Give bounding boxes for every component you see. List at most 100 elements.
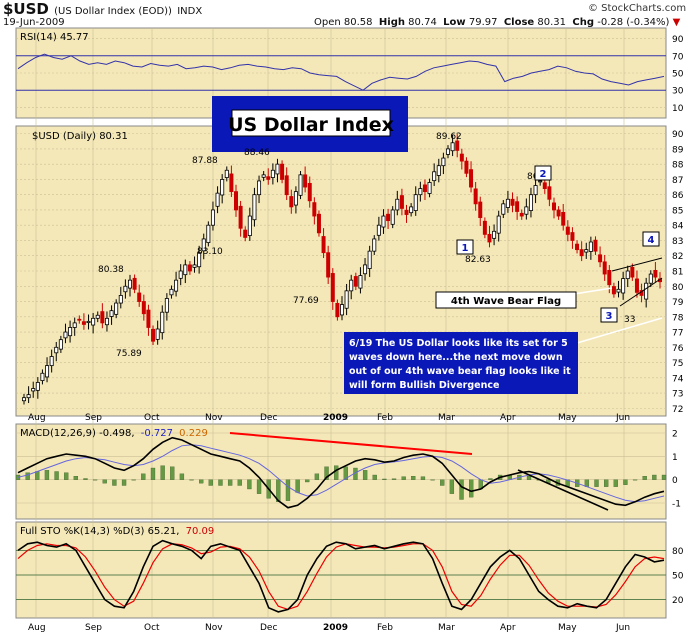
- macd-histogram-bar: [121, 479, 127, 486]
- candle-body: [252, 194, 257, 221]
- open-label: Open: [314, 17, 341, 28]
- comment-line-2: waves down here...the next move down: [349, 352, 563, 363]
- candle-body: [404, 209, 409, 215]
- candle-body: [58, 339, 63, 350]
- x-tick-label: Mar: [438, 413, 455, 423]
- x-tick-label: 2009: [323, 623, 348, 633]
- macd-line: [17, 436, 665, 509]
- candle-body: [367, 250, 372, 269]
- candle-body: [109, 310, 114, 317]
- chart-title: US Dollar Index: [228, 114, 394, 136]
- candle-body: [584, 249, 589, 253]
- y-tick-label: 88: [672, 161, 684, 171]
- macd-histogram-bar: [35, 471, 40, 480]
- down-arrow-icon: ▼: [672, 17, 681, 28]
- candle-body: [187, 264, 192, 272]
- macd-histogram-bar: [83, 478, 88, 480]
- x-tick-label: Oct: [144, 623, 160, 633]
- macd-histogram-bar: [632, 479, 638, 481]
- candle-body: [155, 328, 160, 340]
- candle-body: [280, 163, 285, 180]
- x-tick-label: Aug: [28, 413, 46, 423]
- x-tick-label: Dec: [260, 413, 277, 423]
- y-tick-label: 86: [672, 191, 684, 201]
- macd-histogram-bar: [314, 473, 320, 480]
- candle-body: [321, 236, 326, 254]
- candle-body: [515, 201, 520, 212]
- candle-body: [588, 241, 593, 252]
- comment-box: [344, 332, 578, 394]
- macd-histogram-bar: [382, 478, 387, 480]
- y-tick-label: 0: [672, 476, 678, 486]
- candle-body: [492, 230, 497, 239]
- symbol: $USD: [3, 0, 49, 18]
- candle-body: [261, 174, 266, 178]
- macd-histogram-bar: [391, 478, 397, 480]
- candle-body: [450, 142, 455, 152]
- sto-panel: [15, 521, 667, 619]
- x-tick-label: Nov: [205, 623, 223, 633]
- macd-histogram-bar: [488, 478, 493, 480]
- candle-body: [100, 311, 105, 324]
- candle-body: [86, 320, 91, 323]
- candle-body: [413, 194, 418, 211]
- candle-body: [464, 160, 469, 174]
- candle-body: [556, 209, 561, 217]
- candle-body: [164, 298, 169, 313]
- candle-body: [247, 215, 252, 236]
- candle-body: [399, 195, 404, 209]
- macd-histogram-bar: [247, 479, 252, 490]
- candle-body: [137, 292, 142, 302]
- macd-histogram-bar: [526, 476, 532, 480]
- candle-body: [524, 206, 529, 215]
- wave-4-box: [642, 231, 660, 247]
- candle-body: [72, 322, 77, 328]
- macd-histogram-bar: [256, 479, 262, 494]
- x-tick-label: Feb: [377, 413, 393, 423]
- exchange: INDX: [177, 6, 203, 17]
- y-tick-label: 90: [672, 35, 684, 45]
- candle-body: [26, 394, 31, 399]
- candle-body: [146, 309, 151, 328]
- macd-histogram-bar: [362, 470, 368, 480]
- macd-histogram-bar: [623, 479, 628, 485]
- candle-body: [307, 182, 312, 202]
- y-tick-label: 85: [672, 206, 683, 216]
- y-tick-label: 30: [672, 87, 684, 97]
- candle-body: [303, 174, 308, 188]
- candle-body: [565, 226, 570, 235]
- flag-upper-line: [611, 257, 663, 272]
- candle-body: [602, 261, 607, 275]
- candle-body: [215, 192, 220, 207]
- x-tick-label: Sep: [85, 623, 102, 633]
- macd-histogram-bar: [295, 479, 300, 493]
- x-tick-label: 2009: [323, 413, 348, 423]
- candle-body: [210, 209, 215, 226]
- candle-body: [132, 277, 137, 290]
- candle-body: [542, 182, 547, 189]
- candle-body: [151, 328, 156, 342]
- macd-histogram-bar: [411, 476, 416, 480]
- macd-histogram-bar: [661, 474, 667, 480]
- candle-body: [436, 165, 441, 176]
- macd-histogram-bar: [102, 479, 107, 484]
- candle-body: [372, 238, 377, 252]
- candle-body: [233, 191, 238, 211]
- candle-body: [386, 213, 391, 222]
- candle-body: [418, 188, 423, 196]
- candle-body: [169, 288, 174, 296]
- candle-body: [238, 205, 243, 229]
- candle-body: [533, 185, 538, 196]
- macd-histogram-bar: [469, 479, 474, 498]
- candle-body: [174, 279, 179, 292]
- x-tick-label: Jun: [615, 623, 630, 633]
- y-tick-label: 10: [672, 104, 684, 114]
- macd-histogram-bar: [141, 473, 146, 480]
- candle-body: [229, 173, 234, 193]
- candle-body: [478, 201, 483, 218]
- candle-body: [487, 233, 492, 243]
- candle-body: [330, 273, 335, 302]
- candle-body: [77, 318, 82, 321]
- label-87-88: 87.88: [192, 156, 218, 166]
